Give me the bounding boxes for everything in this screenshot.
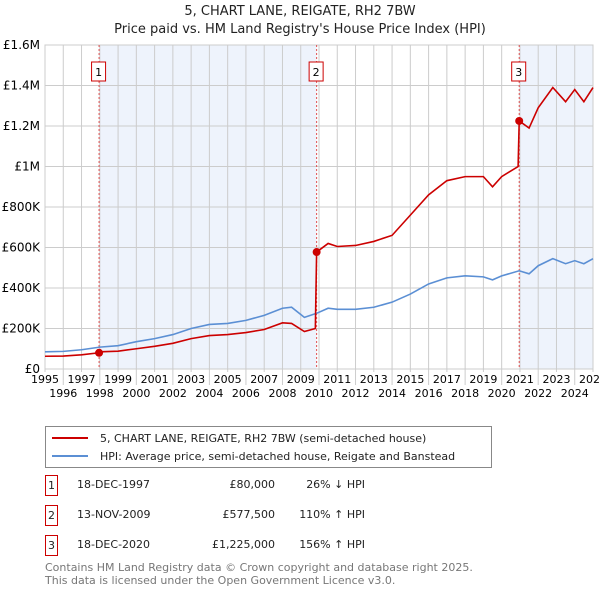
x-tick-label: 2020: [488, 387, 516, 400]
chart-title: 5, CHART LANE, REIGATE, RH2 7BW: [184, 4, 416, 19]
sale-price: £1,225,000: [212, 538, 275, 551]
sale-point: [95, 348, 104, 357]
sale-label: 2: [313, 66, 320, 79]
x-tick-label: 1998: [86, 387, 114, 400]
x-tick-label: 2010: [305, 387, 333, 400]
sale-price: £577,500: [222, 508, 276, 521]
x-tick-label: 2012: [342, 387, 370, 400]
sale-label-box: [91, 61, 107, 82]
x-tick-label: 1999: [104, 373, 132, 386]
legend-item-property: 5, CHART LANE, REIGATE, RH2 7BW (semi-de…: [52, 430, 426, 446]
x-tick-label: 2001: [141, 373, 169, 386]
legend-swatch: [52, 437, 88, 439]
legend-swatch: [52, 455, 88, 457]
x-tick-label: 2011: [323, 373, 351, 386]
y-tick-label: £1.2M: [3, 119, 40, 133]
sale-date: 18-DEC-2020: [77, 538, 151, 551]
x-tick-label: 2025: [579, 373, 600, 386]
sale-point: [515, 116, 524, 125]
sale-marker-box: 3: [45, 535, 58, 556]
x-tick-label: 2002: [159, 387, 187, 400]
x-tick-label: 2006: [232, 387, 260, 400]
x-tick-label: 2009: [287, 373, 315, 386]
x-tick-label: 2019: [469, 373, 497, 386]
x-tick-label: 2000: [122, 387, 150, 400]
footer-licence: This data is licensed under the Open Gov…: [45, 574, 396, 587]
sale-label-box: [308, 61, 324, 82]
x-tick-label: 2014: [378, 387, 406, 400]
x-tick-label: 2008: [268, 387, 296, 400]
price-line: [44, 86, 594, 358]
hpi-line: [44, 257, 594, 353]
y-tick-label: £0: [25, 362, 40, 376]
footer-copyright: Contains HM Land Registry data © Crown c…: [45, 561, 473, 574]
x-tick-label: 2021: [506, 373, 534, 386]
sale-label: 3: [515, 66, 522, 79]
x-tick-label: 2023: [542, 373, 570, 386]
x-tick-label: 2022: [524, 387, 552, 400]
y-tick-label: £200K: [2, 322, 42, 336]
legend-label: 5, CHART LANE, REIGATE, RH2 7BW (semi-de…: [100, 431, 427, 445]
x-tick-label: 1996: [49, 387, 77, 400]
x-tick-label: 2024: [561, 387, 589, 400]
x-tick-label: 2018: [451, 387, 479, 400]
chart-subtitle: Price paid vs. HM Land Registry's House …: [114, 22, 486, 37]
legend-item-hpi: HPI: Average price, semi-detached house,…: [52, 448, 455, 464]
legend: 5, CHART LANE, REIGATE, RH2 7BW (semi-de…: [45, 426, 492, 468]
x-tick-label: 2015: [396, 373, 424, 386]
x-tick-label: 2013: [360, 373, 388, 386]
sale-point: [312, 248, 321, 257]
x-tick-label: 2003: [177, 373, 205, 386]
sale-price: £80,000: [229, 478, 276, 491]
x-tick-label: 2005: [214, 373, 242, 386]
y-tick-label: £1.6M: [3, 38, 40, 52]
y-tick-label: £1.4M: [3, 79, 40, 93]
y-tick-label: £400K: [2, 281, 42, 295]
sale-hpi: 156% ↑ HPI: [299, 538, 365, 551]
sale-hpi: 110% ↑ HPI: [299, 508, 365, 521]
sale-date: 18-DEC-1997: [77, 478, 151, 491]
sale-label-box: [511, 61, 527, 82]
x-tick-label: 2004: [195, 387, 223, 400]
x-tick-label: 1997: [68, 373, 96, 386]
y-tick-label: £1M: [14, 160, 40, 174]
sale-marker-box: 1: [45, 475, 58, 496]
x-tick-label: 2016: [415, 387, 443, 400]
sale-label: 1: [95, 66, 102, 79]
y-tick-label: £600K: [2, 241, 42, 255]
x-tick-label: 2017: [433, 373, 461, 386]
y-tick-label: £800K: [2, 200, 42, 214]
price-chart: 1995199619971998199920002001200220032004…: [2, 38, 600, 400]
sale-hpi: 26% ↓ HPI: [306, 478, 365, 491]
legend-label: HPI: Average price, semi-detached house,…: [100, 449, 456, 463]
sale-marker-box: 2: [45, 505, 58, 526]
sale-date: 13-NOV-2009: [77, 508, 151, 521]
x-tick-label: 1995: [31, 373, 59, 386]
x-tick-label: 2007: [250, 373, 278, 386]
plot-border: [44, 44, 594, 370]
